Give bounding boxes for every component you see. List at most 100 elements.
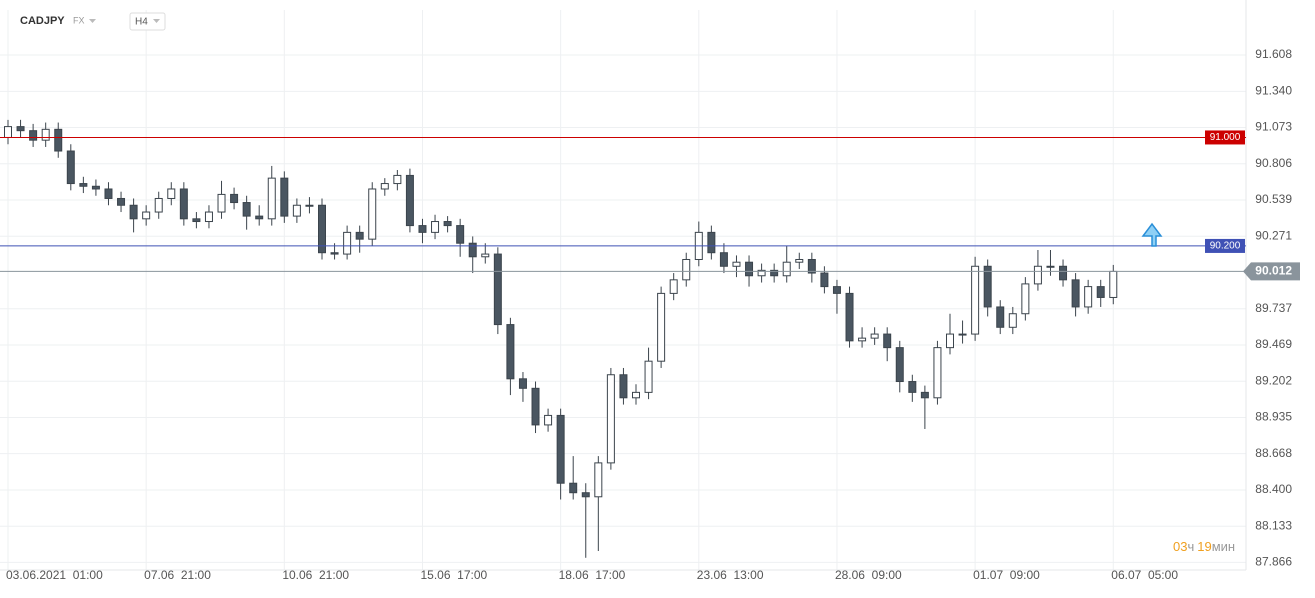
x-tick-label: 07.06 21:00 bbox=[144, 568, 211, 582]
y-tick-label: 90.271 bbox=[1255, 228, 1292, 242]
timeframe-arrow bbox=[153, 19, 160, 23]
candle-body bbox=[91, 185, 100, 190]
candle-body bbox=[657, 292, 666, 362]
candle-body bbox=[4, 126, 12, 138]
candle-body bbox=[1059, 265, 1068, 281]
candle-body bbox=[732, 261, 741, 267]
candle-body bbox=[41, 128, 50, 141]
candle-body bbox=[154, 197, 163, 213]
candle-body bbox=[1096, 286, 1105, 298]
candle-body bbox=[1021, 283, 1030, 315]
candle-body bbox=[858, 337, 867, 342]
candle-body bbox=[795, 258, 804, 263]
candle-body bbox=[556, 414, 565, 484]
candle-body bbox=[368, 188, 377, 240]
y-tick-label: 91.073 bbox=[1255, 120, 1292, 134]
candle-body bbox=[1008, 313, 1017, 328]
candle-body bbox=[456, 225, 465, 244]
candle-body bbox=[895, 347, 904, 383]
y-tick-label: 90.806 bbox=[1255, 156, 1292, 170]
candle-body bbox=[1084, 286, 1093, 308]
candle-body bbox=[305, 204, 314, 207]
candle-body bbox=[355, 231, 364, 240]
candle-body bbox=[242, 202, 251, 217]
candle-body bbox=[54, 128, 63, 152]
candle-body bbox=[1109, 270, 1118, 298]
candle-body bbox=[820, 272, 829, 288]
candle-body bbox=[883, 333, 892, 349]
candle-body bbox=[179, 188, 188, 220]
candle-body bbox=[1033, 265, 1042, 285]
y-tick-label: 88.935 bbox=[1255, 410, 1292, 424]
candle-body bbox=[493, 253, 502, 326]
candle-body bbox=[393, 174, 402, 185]
candle-body bbox=[757, 269, 766, 277]
level-label: 91.000 bbox=[1210, 132, 1241, 143]
candle-body bbox=[142, 211, 151, 220]
y-tick-label: 88.133 bbox=[1255, 518, 1292, 532]
y-tick-label: 89.202 bbox=[1255, 373, 1292, 387]
candle-body bbox=[117, 197, 126, 206]
candle-body bbox=[267, 177, 276, 220]
candle-body bbox=[204, 211, 213, 223]
candle-body bbox=[292, 204, 301, 217]
candle-body bbox=[745, 261, 754, 277]
candle-body bbox=[719, 252, 728, 267]
candle-body bbox=[920, 391, 929, 399]
candle-body bbox=[418, 225, 427, 233]
candle-body bbox=[443, 221, 452, 227]
symbol[interactable]: CADJPY bbox=[20, 15, 65, 27]
candle-body bbox=[129, 204, 138, 220]
candle-body bbox=[217, 193, 226, 213]
countdown: 03ч 19мин bbox=[1173, 539, 1235, 554]
up-arrow-icon bbox=[1141, 222, 1163, 247]
candle-body bbox=[845, 292, 854, 342]
level-label-box bbox=[1205, 130, 1245, 145]
y-tick-label: 90.539 bbox=[1255, 192, 1292, 206]
x-tick-label: 03.06.2021 01:00 bbox=[6, 568, 103, 582]
candle-body bbox=[192, 218, 201, 223]
candle-body bbox=[807, 258, 816, 274]
candle-body bbox=[66, 150, 75, 185]
y-tick-label: 89.737 bbox=[1255, 301, 1292, 315]
candle-body bbox=[104, 188, 113, 199]
x-tick-label: 28.06 09:00 bbox=[835, 568, 902, 582]
timeframe[interactable]: H4 bbox=[135, 17, 148, 28]
candle-body bbox=[782, 261, 791, 277]
candle-body bbox=[644, 360, 653, 393]
candle-body bbox=[280, 177, 289, 217]
candle-body bbox=[958, 333, 967, 336]
candle-body bbox=[707, 231, 716, 254]
candle-body bbox=[318, 204, 326, 254]
x-tick-label: 23.06 13:00 bbox=[697, 568, 764, 582]
candle-body bbox=[431, 221, 440, 233]
candle-body bbox=[468, 242, 477, 258]
candle-body bbox=[518, 378, 527, 389]
y-tick-label: 91.608 bbox=[1255, 47, 1292, 61]
candle-body bbox=[606, 374, 615, 464]
candle-body bbox=[79, 183, 88, 187]
candle-body bbox=[29, 130, 38, 141]
timeframe-button[interactable] bbox=[129, 12, 166, 31]
level-label-box bbox=[1205, 238, 1245, 253]
candle-body bbox=[1071, 279, 1080, 308]
current-price-box bbox=[1243, 262, 1300, 281]
candle-body bbox=[971, 265, 980, 335]
y-tick-label: 88.668 bbox=[1255, 446, 1292, 460]
y-tick-label: 88.400 bbox=[1255, 482, 1292, 496]
candle-body bbox=[682, 258, 691, 281]
x-tick-label: 06.07 05:00 bbox=[1111, 568, 1178, 582]
candle-body bbox=[531, 387, 540, 426]
market[interactable]: FX bbox=[73, 15, 85, 25]
current-price-label: 90.012 bbox=[1255, 264, 1292, 278]
candle-body bbox=[832, 286, 841, 294]
candle-body bbox=[167, 188, 176, 199]
candle-body bbox=[16, 126, 25, 132]
candle-body bbox=[996, 306, 1005, 328]
y-tick-label: 89.469 bbox=[1255, 337, 1292, 351]
candle-body bbox=[481, 253, 490, 258]
candle-body bbox=[594, 462, 603, 498]
y-tick-label: 87.866 bbox=[1255, 555, 1292, 569]
market-dropdown-arrow[interactable] bbox=[89, 19, 96, 23]
